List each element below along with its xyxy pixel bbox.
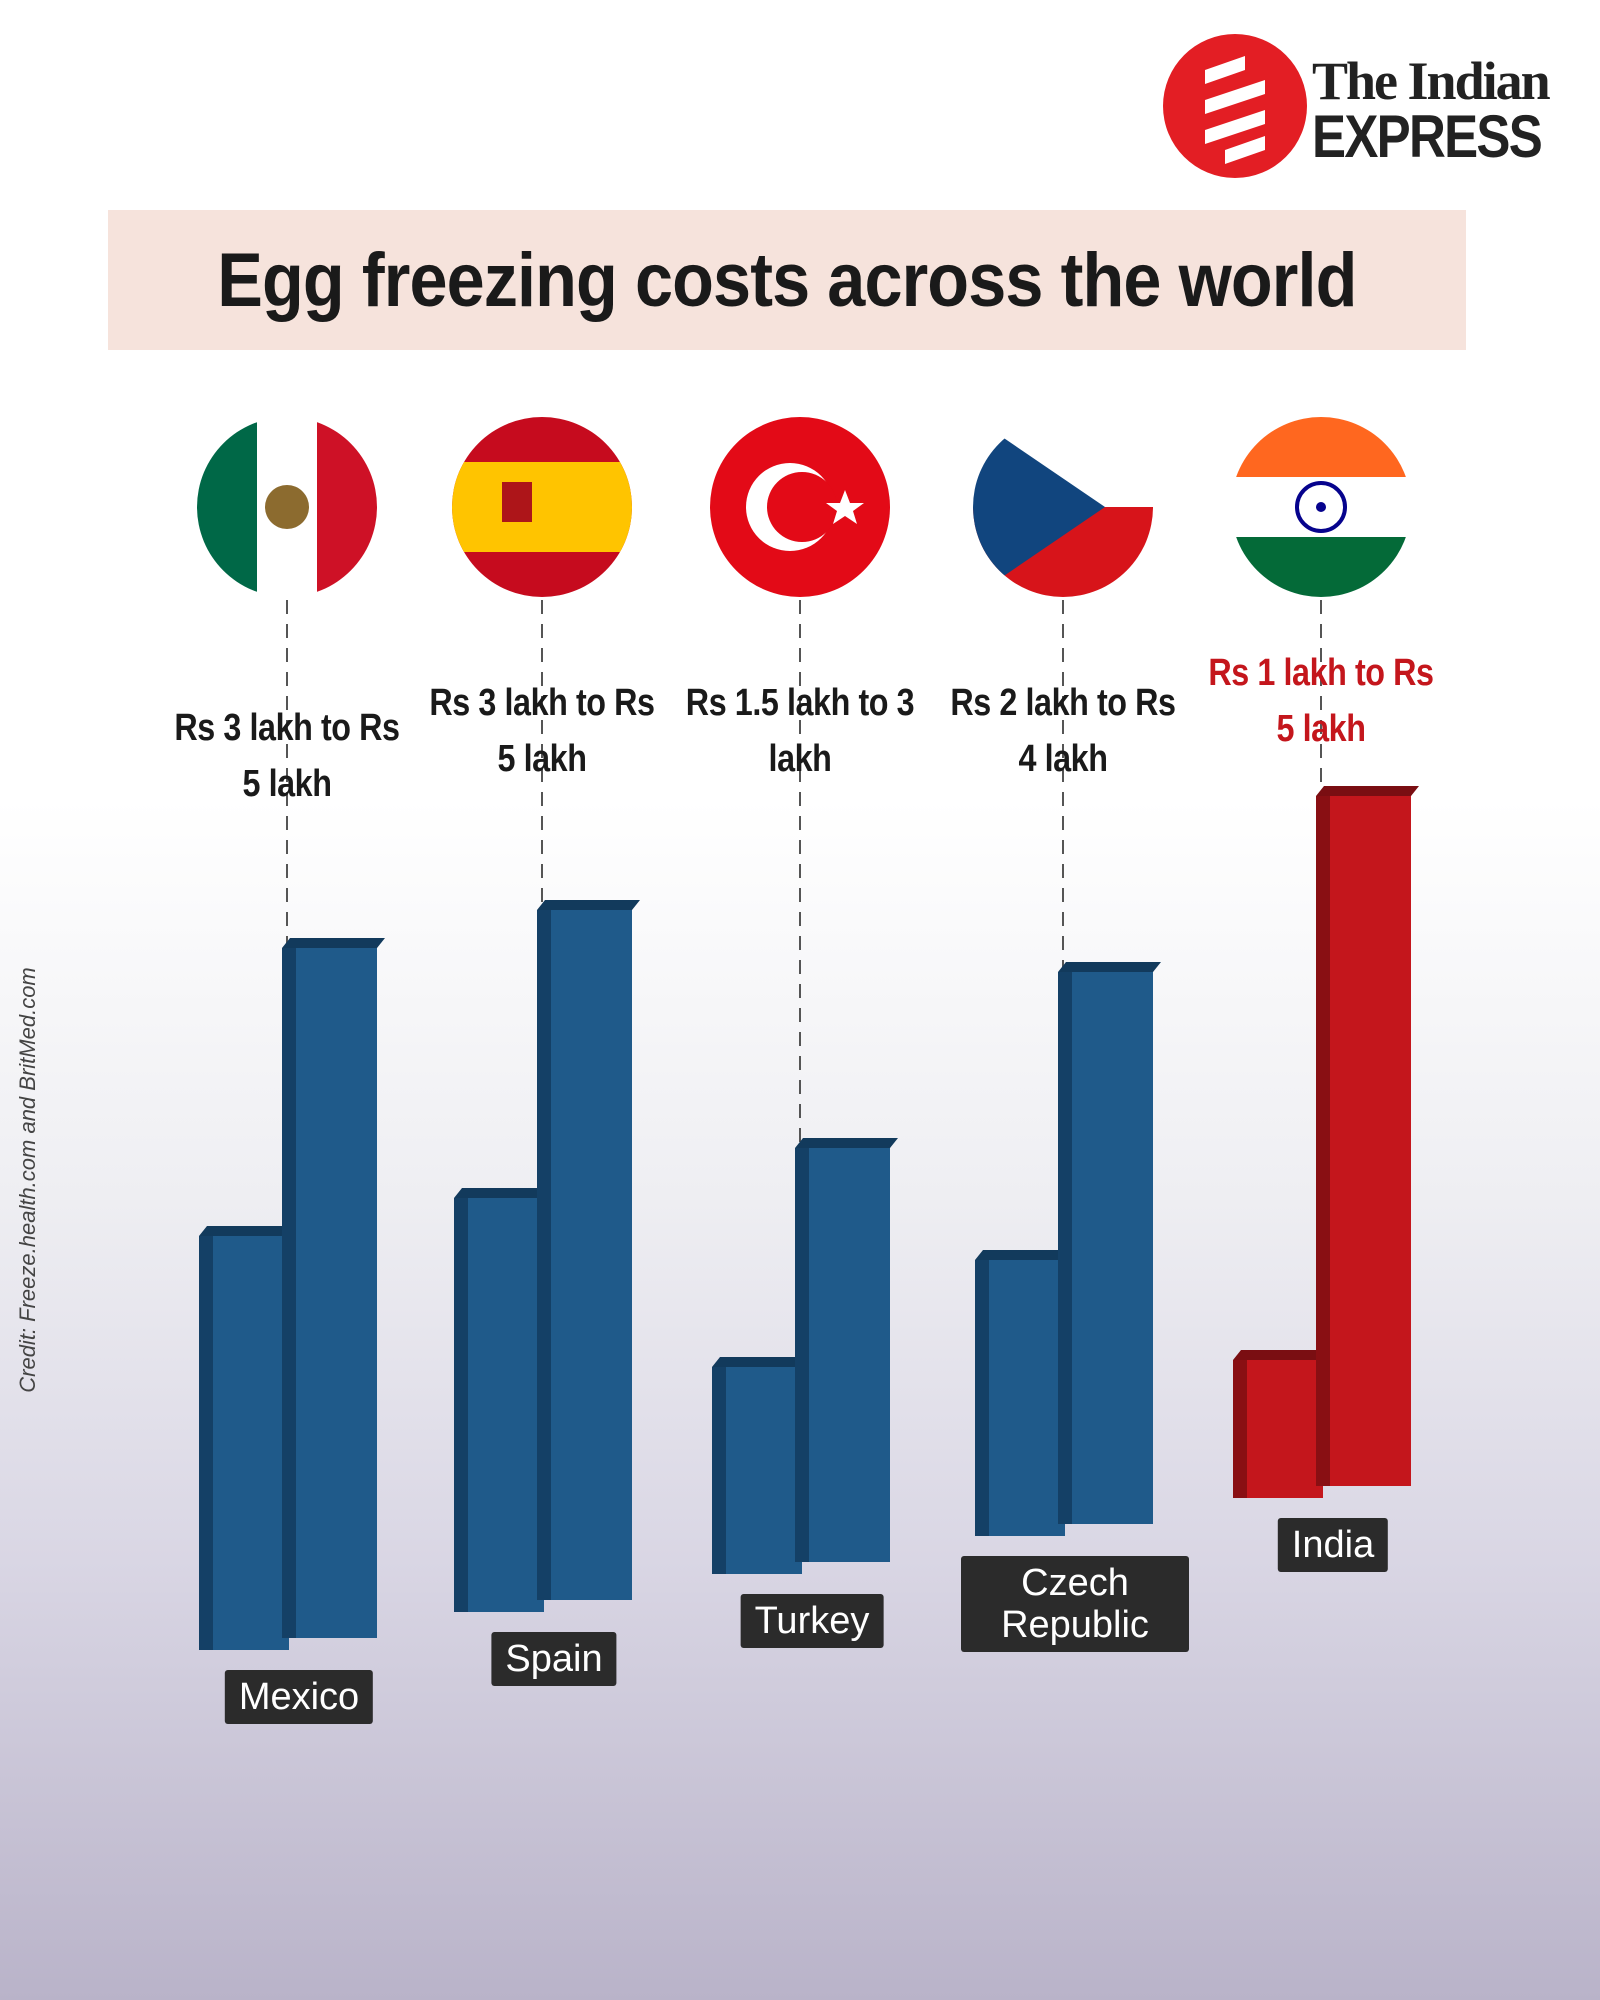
bar-side (712, 1367, 726, 1574)
bar-top (454, 1188, 552, 1198)
credit: Credit: Freeze.health.com and BritMed.co… (15, 967, 40, 1393)
bar (795, 1148, 890, 1562)
value-label: Rs 2 lakh to Rs 4 lakh (950, 682, 1176, 780)
category-label: Spain (491, 1632, 617, 1686)
flag-india (1231, 417, 1411, 597)
bar (1316, 796, 1411, 1486)
value-label: Rs 3 lakh to Rs 5 lakh (429, 682, 655, 780)
bar-side (1316, 796, 1330, 1486)
bar-top (795, 1138, 898, 1148)
flag-mexico (197, 417, 377, 597)
category-label: India (1277, 1518, 1389, 1572)
value-label: Rs 1.5 lakh to 3 lakh (685, 682, 915, 780)
bar-side (454, 1198, 468, 1612)
bar (199, 1236, 289, 1650)
bar (1058, 972, 1153, 1524)
value-label: Rs 1 lakh to Rs 5 lakh (1208, 652, 1434, 750)
bar (537, 910, 632, 1600)
category-label: Mexico (224, 1670, 374, 1724)
bar-side (537, 910, 551, 1600)
title-band: Egg freezing costs across the world (108, 210, 1466, 350)
chart-title: Egg freezing costs across the world (217, 237, 1357, 323)
bar (712, 1367, 802, 1574)
flag-czech (973, 417, 1153, 597)
bar (975, 1260, 1065, 1536)
bar-side (1058, 972, 1072, 1524)
bar-top (1233, 1350, 1331, 1360)
bar-top (537, 900, 640, 910)
bar-side (199, 1236, 213, 1650)
bar-side (795, 1148, 809, 1562)
bar-top (1316, 786, 1419, 796)
bar-side (975, 1260, 989, 1536)
bar-top (975, 1250, 1073, 1260)
bar-top (1058, 962, 1161, 972)
logo-text: EXPRESS (1312, 103, 1543, 170)
category-label: Turkey (740, 1594, 884, 1648)
bar-side (1233, 1360, 1247, 1498)
flag-spain (452, 417, 632, 597)
bar (282, 948, 377, 1638)
bar-side (282, 948, 296, 1638)
flag-turkey (710, 417, 890, 597)
value-label: Rs 3 lakh to Rs 5 lakh (174, 707, 400, 805)
bar-top (199, 1226, 297, 1236)
logo-text: The Indian (1312, 51, 1551, 111)
bar (1233, 1360, 1323, 1498)
category-label: Czech Republic (961, 1556, 1189, 1652)
logo-mark (1163, 34, 1307, 178)
bar-top (282, 938, 385, 948)
bar-top (712, 1357, 810, 1367)
bar (454, 1198, 544, 1612)
